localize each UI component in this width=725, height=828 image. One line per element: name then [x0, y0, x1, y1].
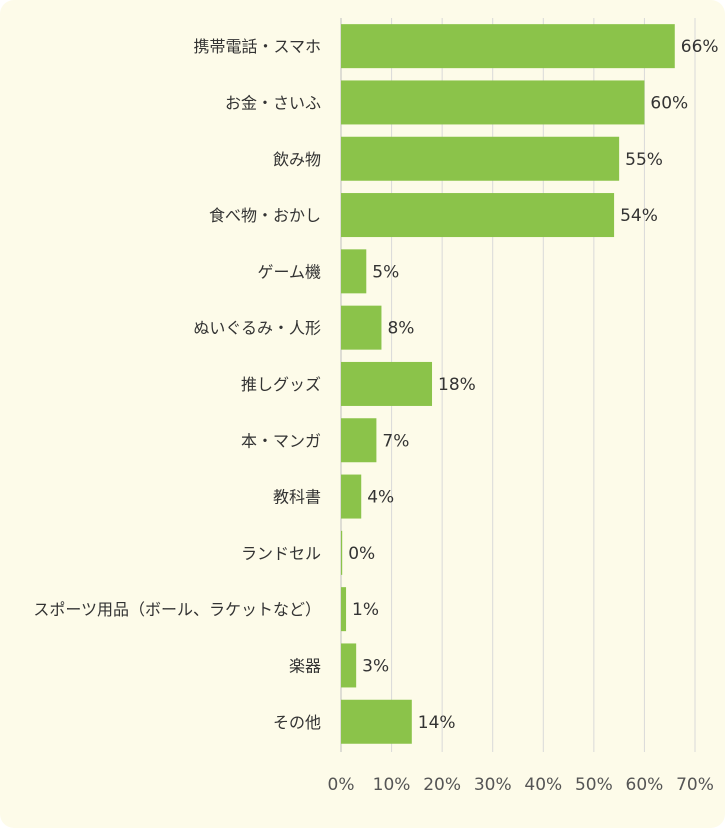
value-label: 0%: [348, 544, 375, 564]
value-label: 54%: [620, 206, 658, 226]
x-tick-label: 30%: [474, 775, 512, 795]
bar: [341, 193, 615, 238]
value-label: 7%: [382, 431, 409, 451]
bar: [341, 587, 347, 632]
x-tick-label: 0%: [328, 775, 355, 795]
category-label: 本・マンガ: [241, 431, 321, 450]
bar: [341, 699, 412, 744]
value-label: 18%: [438, 375, 476, 395]
x-axis-tick-labels: 0% 10% 20% 30% 40% 50% 60% 70%: [328, 775, 714, 795]
category-label: 楽器: [289, 656, 321, 675]
bar: [341, 305, 382, 350]
x-tick-label: 50%: [575, 775, 613, 795]
value-label: 3%: [362, 656, 389, 676]
category-label: 推しグッズ: [241, 375, 321, 394]
bars: [341, 24, 675, 744]
bar: [341, 643, 357, 688]
bar: [341, 361, 433, 406]
category-labels: 携帯電話・スマホお金・さいふ飲み物食べ物・おかしゲーム機ぬいぐるみ・人形推しグッ…: [33, 37, 321, 732]
value-label: 14%: [418, 713, 456, 733]
category-label: ぬいぐるみ・人形: [193, 319, 321, 338]
bar: [341, 418, 377, 463]
value-label: 4%: [367, 488, 394, 508]
bar: [341, 24, 675, 69]
category-label: 教科書: [273, 488, 321, 507]
bar: [341, 249, 367, 294]
value-label: 8%: [387, 319, 414, 339]
value-label: 60%: [650, 93, 688, 113]
bar: [341, 474, 362, 519]
value-label: 55%: [625, 150, 663, 170]
category-label: ランドセル: [241, 544, 321, 563]
category-label: 食べ物・おかし: [209, 206, 321, 225]
x-tick-label: 40%: [524, 775, 562, 795]
value-labels: 66% 60% 55% 54% 5% 8% 18% 7% 4% 0% 1% 3% 14%: [348, 37, 718, 733]
value-label: 1%: [352, 600, 379, 620]
value-label: 5%: [372, 262, 399, 282]
x-tick-label: 60%: [626, 775, 664, 795]
category-label: 携帯電話・スマホ: [193, 37, 321, 56]
bar: [341, 136, 620, 181]
category-label: ゲーム機: [257, 262, 321, 281]
category-label: スポーツ用品（ボール、ラケットなど）: [33, 600, 321, 619]
category-label: お金・さいふ: [225, 93, 321, 112]
value-label: 66%: [681, 37, 719, 57]
category-label: 飲み物: [273, 150, 321, 169]
x-tick-label: 10%: [373, 775, 411, 795]
x-tick-label: 70%: [676, 775, 714, 795]
category-label: その他: [273, 713, 321, 732]
bar: [341, 530, 343, 575]
bar: [341, 80, 645, 125]
x-tick-label: 20%: [423, 775, 461, 795]
